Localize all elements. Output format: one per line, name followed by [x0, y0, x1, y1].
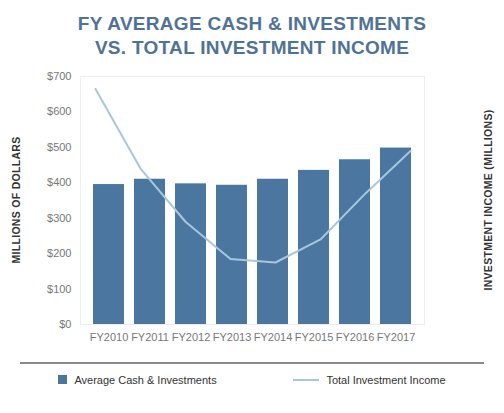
- svg-text:$600: $600: [47, 105, 71, 117]
- html-text:Total Investment Income: Total Investment Income: [326, 373, 446, 386]
- html-text:FY AVERAGE CASH & INVESTMENTS: FY AVERAGE CASH & INVESTMENTS VS. TOTAL …: [77, 13, 427, 58]
- svg-text:FY2014: FY2014: [254, 331, 293, 343]
- svg-text:FY2017: FY2017: [377, 331, 416, 343]
- svg-text:$0: $0: [59, 318, 71, 330]
- svg-text:FY2015: FY2015: [295, 331, 334, 343]
- svg-text:$200: $200: [47, 247, 71, 259]
- svg-text:$400: $400: [47, 176, 71, 188]
- html-text:INVESTMENT INCOME (MILLIONS): INVESTMENT INCOME (MILLIONS): [482, 109, 494, 290]
- svg-text:FY2010: FY2010: [90, 331, 129, 343]
- html-text:Average Cash & Investments: Average Cash & Investments: [74, 373, 217, 386]
- svg-text:$100: $100: [47, 282, 71, 294]
- svg-text:$300: $300: [47, 211, 71, 223]
- html-text:MILLIONS OF DOLLARS: MILLIONS OF DOLLARS: [10, 136, 22, 263]
- svg-text:$700: $700: [47, 70, 71, 82]
- svg-text:FY2011: FY2011: [131, 331, 169, 343]
- svg-text:$500: $500: [47, 140, 71, 152]
- svg-text:FY2012: FY2012: [172, 331, 211, 343]
- svg-text:FY2013: FY2013: [213, 331, 252, 343]
- svg-text:FY2016: FY2016: [336, 331, 375, 343]
